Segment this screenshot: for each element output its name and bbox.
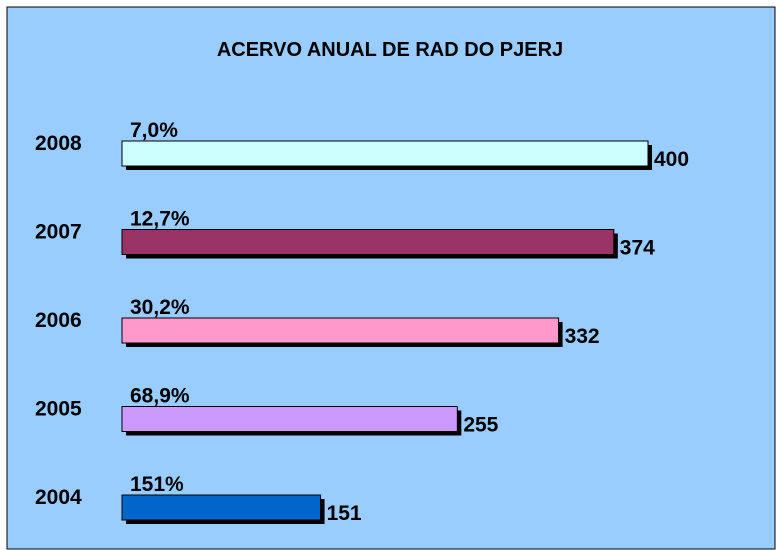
data-label: 374 [620,237,655,260]
bar [121,317,560,344]
data-label: 332 [565,325,600,348]
bar [121,140,649,167]
bar [121,229,615,255]
y-tick-label: 2008 [35,132,82,155]
data-label: 151 [327,502,362,525]
annotation: 7,0% [130,119,178,142]
data-label: 400 [654,148,689,171]
bar [121,406,458,432]
y-tick-label: 2004 [35,486,82,509]
y-tick-label: 2006 [35,309,82,332]
bar [121,494,322,521]
y-tick-label: 2005 [35,398,82,421]
annotation: 30,2% [130,296,190,319]
annotation: 12,7% [130,208,190,231]
chart-title: ACERVO ANUAL DE RAD DO PJERJ [217,39,563,61]
annotation: 151% [130,473,184,496]
chart-background [6,6,776,550]
data-label: 255 [463,414,498,437]
y-tick-label: 2007 [35,221,82,244]
annotation: 68,9% [130,385,190,408]
